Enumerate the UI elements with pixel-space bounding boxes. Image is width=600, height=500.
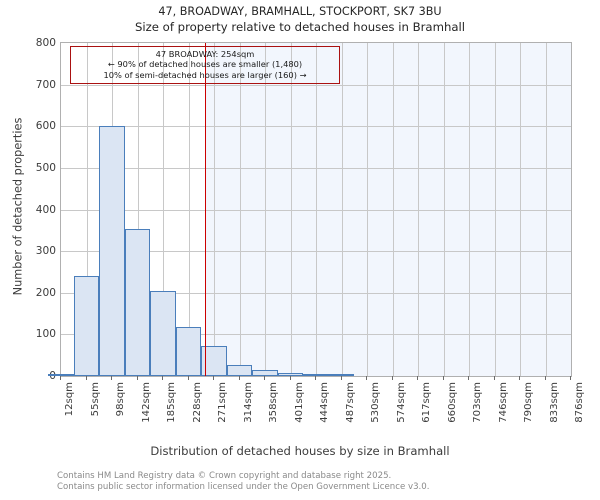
footer-line-1: Contains HM Land Registry data © Crown c… <box>57 471 392 481</box>
x-tick-mark <box>136 376 138 380</box>
histogram-bar <box>99 126 125 376</box>
gridline-v <box>239 43 241 376</box>
gridline-v <box>188 43 190 376</box>
x-tick-label: 833sqm <box>548 382 560 423</box>
gridline-v <box>392 43 394 376</box>
y-tick-label: 600 <box>35 120 56 133</box>
x-tick-mark <box>468 376 469 380</box>
annotation-line-1: 47 BROADWAY: 254sqm <box>155 49 255 59</box>
histogram-bar <box>226 365 253 376</box>
gridline-v <box>316 43 317 376</box>
attribution-footer: Contains HM Land Registry data © Crown c… <box>57 471 429 492</box>
x-axis-ticks: 12sqm 55sqm 98sqm 142sqm 185sqm 228sqm 271sqm 3… <box>60 376 585 438</box>
x-tick-label: 574sqm <box>395 382 407 423</box>
annotation-line-3: 10% of semi-detached houses are larger (… <box>103 69 307 80</box>
x-tick-label: 703sqm <box>472 382 483 423</box>
histogram-bar <box>303 373 329 376</box>
x-tick-label: 358sqm <box>268 382 279 423</box>
gridline-v <box>418 43 419 376</box>
histogram-bar <box>328 373 355 376</box>
x-tick-label: 401sqm <box>293 382 305 423</box>
annotation-line-2: ← 90% of detached houses are smaller (1,… <box>107 59 303 70</box>
x-tick-label: 487sqm <box>344 382 356 423</box>
x-tick-label: 746sqm <box>497 382 509 423</box>
x-tick-mark <box>213 376 214 380</box>
gridline-v <box>469 43 470 376</box>
gridline-v <box>443 43 445 376</box>
x-tick-label: 12sqm <box>64 382 75 417</box>
x-tick-mark <box>111 376 112 380</box>
x-tick-mark <box>340 376 342 380</box>
histogram-bar <box>150 290 176 376</box>
x-tick-label: 444sqm <box>319 382 330 423</box>
x-tick-mark <box>442 376 444 380</box>
x-tick-mark <box>417 376 418 380</box>
gridline-v <box>163 43 164 376</box>
x-tick-label: 790sqm <box>523 382 534 423</box>
gridline-v <box>545 43 547 376</box>
x-tick-mark <box>238 376 240 380</box>
y-axis-ticks: 0 100 200 300 400 500 600 700 800 <box>0 37 56 382</box>
x-tick-mark <box>544 376 546 380</box>
y-tick-label: 100 <box>35 328 56 341</box>
x-tick-label: 660sqm <box>446 382 458 423</box>
x-tick-label: 228sqm <box>191 382 203 423</box>
gridline-v <box>86 43 88 376</box>
y-tick-label: 300 <box>35 245 56 258</box>
x-tick-mark <box>315 376 316 380</box>
y-tick-label: 700 <box>35 78 56 91</box>
x-tick-mark <box>289 376 291 380</box>
x-tick-mark <box>60 376 61 380</box>
x-tick-mark <box>187 376 189 380</box>
x-tick-mark <box>264 376 265 380</box>
chart-title: 47, BROADWAY, BRAMHALL, STOCKPORT, SK7 3… <box>158 5 442 18</box>
histogram-bar <box>124 229 151 376</box>
footer-line-2: Contains public sector information licen… <box>57 481 430 492</box>
y-tick-label: 800 <box>35 37 56 49</box>
gridline-v <box>290 43 292 376</box>
gridline-v <box>265 43 266 376</box>
gridline-v <box>214 43 215 376</box>
gridline-v <box>341 43 343 376</box>
y-axis-label: Number of detached properties <box>11 117 25 296</box>
gridline-v <box>494 43 496 376</box>
histogram-bar <box>175 326 202 376</box>
x-tick-mark <box>162 376 163 380</box>
x-tick-mark <box>85 376 87 380</box>
x-tick-label: 98sqm <box>115 382 126 417</box>
x-tick-label: 271sqm <box>217 382 228 423</box>
gridline-v <box>367 43 368 376</box>
chart-subtitle: Size of property relative to detached ho… <box>134 20 466 34</box>
x-tick-label: 876sqm <box>574 382 585 423</box>
x-axis-label: Distribution of detached houses by size … <box>150 444 450 458</box>
property-annotation-box: 47 BROADWAY: 254sqm ← 90% of detached ho… <box>70 46 340 85</box>
x-tick-label: 530sqm <box>370 382 381 423</box>
x-tick-label: 142sqm <box>140 382 152 423</box>
plot-area <box>48 42 572 377</box>
x-tick-label: 55sqm <box>89 382 101 417</box>
histogram-bar <box>277 372 304 376</box>
gridline-v <box>137 43 139 376</box>
y-tick-label: 400 <box>35 203 56 216</box>
y-tick-label: 500 <box>35 161 56 174</box>
gridline-v <box>520 43 521 376</box>
histogram-bar <box>48 373 74 376</box>
histogram-bar <box>252 370 278 376</box>
y-tick-label: 0 <box>49 370 56 382</box>
x-tick-mark <box>391 376 393 380</box>
x-tick-mark <box>366 376 367 380</box>
x-tick-label: 617sqm <box>421 382 432 423</box>
x-tick-mark <box>570 376 571 380</box>
x-tick-mark <box>519 376 520 380</box>
property-marker-line <box>204 43 207 376</box>
y-tick-label: 200 <box>35 286 56 299</box>
x-tick-mark <box>493 376 495 380</box>
chart-title-block: 47, BROADWAY, BRAMHALL, STOCKPORT, SK7 3… <box>0 4 600 35</box>
histogram-bar <box>73 276 100 376</box>
x-tick-label: 185sqm <box>166 382 177 423</box>
x-tick-label: 314sqm <box>242 382 254 423</box>
